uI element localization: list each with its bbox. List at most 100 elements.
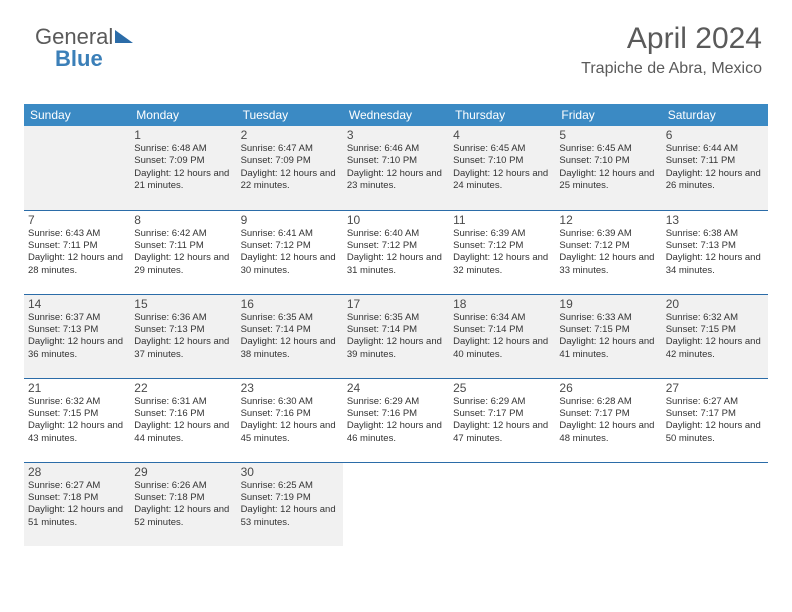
sunrise-text: Sunrise: 6:35 AM — [241, 312, 339, 324]
calendar-cell: 9Sunrise: 6:41 AMSunset: 7:12 PMDaylight… — [237, 210, 343, 294]
sunrise-text: Sunrise: 6:41 AM — [241, 228, 339, 240]
sunrise-text: Sunrise: 6:38 AM — [666, 228, 764, 240]
calendar-cell: 11Sunrise: 6:39 AMSunset: 7:12 PMDayligh… — [449, 210, 555, 294]
sunset-text: Sunset: 7:14 PM — [453, 324, 551, 336]
calendar-table: SundayMondayTuesdayWednesdayThursdayFrid… — [24, 104, 768, 546]
daylight-text: Daylight: 12 hours and 53 minutes. — [241, 504, 339, 529]
daylight-text: Daylight: 12 hours and 51 minutes. — [28, 504, 126, 529]
calendar-cell: 1Sunrise: 6:48 AMSunset: 7:09 PMDaylight… — [130, 126, 236, 210]
daylight-text: Daylight: 12 hours and 47 minutes. — [453, 420, 551, 445]
day-details: Sunrise: 6:25 AMSunset: 7:19 PMDaylight:… — [241, 480, 339, 529]
sunrise-text: Sunrise: 6:31 AM — [134, 396, 232, 408]
day-details: Sunrise: 6:32 AMSunset: 7:15 PMDaylight:… — [666, 312, 764, 361]
sunset-text: Sunset: 7:18 PM — [28, 492, 126, 504]
day-details: Sunrise: 6:27 AMSunset: 7:17 PMDaylight:… — [666, 396, 764, 445]
sunset-text: Sunset: 7:17 PM — [666, 408, 764, 420]
day-number: 5 — [559, 128, 657, 142]
sunset-text: Sunset: 7:17 PM — [453, 408, 551, 420]
sunset-text: Sunset: 7:14 PM — [241, 324, 339, 336]
calendar-cell: 27Sunrise: 6:27 AMSunset: 7:17 PMDayligh… — [662, 378, 768, 462]
day-number: 9 — [241, 213, 339, 227]
day-header: Thursday — [449, 104, 555, 126]
daylight-text: Daylight: 12 hours and 39 minutes. — [347, 336, 445, 361]
daylight-text: Daylight: 12 hours and 36 minutes. — [28, 336, 126, 361]
sunrise-text: Sunrise: 6:26 AM — [134, 480, 232, 492]
calendar-cell: 19Sunrise: 6:33 AMSunset: 7:15 PMDayligh… — [555, 294, 661, 378]
sunrise-text: Sunrise: 6:35 AM — [347, 312, 445, 324]
day-number: 13 — [666, 213, 764, 227]
daylight-text: Daylight: 12 hours and 43 minutes. — [28, 420, 126, 445]
calendar-cell: 28Sunrise: 6:27 AMSunset: 7:18 PMDayligh… — [24, 462, 130, 546]
sunrise-text: Sunrise: 6:46 AM — [347, 143, 445, 155]
calendar-cell — [24, 126, 130, 210]
day-details: Sunrise: 6:38 AMSunset: 7:13 PMDaylight:… — [666, 228, 764, 277]
sunrise-text: Sunrise: 6:34 AM — [453, 312, 551, 324]
sunset-text: Sunset: 7:16 PM — [347, 408, 445, 420]
daylight-text: Daylight: 12 hours and 22 minutes. — [241, 168, 339, 193]
daylight-text: Daylight: 12 hours and 40 minutes. — [453, 336, 551, 361]
sunrise-text: Sunrise: 6:48 AM — [134, 143, 232, 155]
calendar-cell: 13Sunrise: 6:38 AMSunset: 7:13 PMDayligh… — [662, 210, 768, 294]
day-number: 15 — [134, 297, 232, 311]
day-details: Sunrise: 6:42 AMSunset: 7:11 PMDaylight:… — [134, 228, 232, 277]
day-number: 22 — [134, 381, 232, 395]
day-header-row: SundayMondayTuesdayWednesdayThursdayFrid… — [24, 104, 768, 126]
day-number: 1 — [134, 128, 232, 142]
daylight-text: Daylight: 12 hours and 28 minutes. — [28, 252, 126, 277]
day-number: 2 — [241, 128, 339, 142]
sunset-text: Sunset: 7:12 PM — [241, 240, 339, 252]
sunset-text: Sunset: 7:18 PM — [134, 492, 232, 504]
daylight-text: Daylight: 12 hours and 52 minutes. — [134, 504, 232, 529]
sunset-text: Sunset: 7:10 PM — [453, 155, 551, 167]
day-header: Wednesday — [343, 104, 449, 126]
calendar-body: 1Sunrise: 6:48 AMSunset: 7:09 PMDaylight… — [24, 126, 768, 546]
day-details: Sunrise: 6:27 AMSunset: 7:18 PMDaylight:… — [28, 480, 126, 529]
calendar-cell — [555, 462, 661, 546]
sunrise-text: Sunrise: 6:30 AM — [241, 396, 339, 408]
sunrise-text: Sunrise: 6:39 AM — [453, 228, 551, 240]
calendar-cell: 29Sunrise: 6:26 AMSunset: 7:18 PMDayligh… — [130, 462, 236, 546]
sunset-text: Sunset: 7:09 PM — [241, 155, 339, 167]
sunset-text: Sunset: 7:17 PM — [559, 408, 657, 420]
day-details: Sunrise: 6:29 AMSunset: 7:16 PMDaylight:… — [347, 396, 445, 445]
daylight-text: Daylight: 12 hours and 50 minutes. — [666, 420, 764, 445]
sunrise-text: Sunrise: 6:44 AM — [666, 143, 764, 155]
calendar-cell: 7Sunrise: 6:43 AMSunset: 7:11 PMDaylight… — [24, 210, 130, 294]
calendar-cell: 20Sunrise: 6:32 AMSunset: 7:15 PMDayligh… — [662, 294, 768, 378]
sunset-text: Sunset: 7:16 PM — [241, 408, 339, 420]
location-text: Trapiche de Abra, Mexico — [581, 60, 762, 78]
day-details: Sunrise: 6:44 AMSunset: 7:11 PMDaylight:… — [666, 143, 764, 192]
sunset-text: Sunset: 7:11 PM — [666, 155, 764, 167]
day-number: 26 — [559, 381, 657, 395]
sunrise-text: Sunrise: 6:25 AM — [241, 480, 339, 492]
calendar-cell: 26Sunrise: 6:28 AMSunset: 7:17 PMDayligh… — [555, 378, 661, 462]
calendar-cell: 22Sunrise: 6:31 AMSunset: 7:16 PMDayligh… — [130, 378, 236, 462]
daylight-text: Daylight: 12 hours and 48 minutes. — [559, 420, 657, 445]
day-number: 10 — [347, 213, 445, 227]
day-number: 3 — [347, 128, 445, 142]
day-number: 20 — [666, 297, 764, 311]
day-details: Sunrise: 6:35 AMSunset: 7:14 PMDaylight:… — [241, 312, 339, 361]
daylight-text: Daylight: 12 hours and 26 minutes. — [666, 168, 764, 193]
daylight-text: Daylight: 12 hours and 45 minutes. — [241, 420, 339, 445]
sunset-text: Sunset: 7:10 PM — [347, 155, 445, 167]
sunset-text: Sunset: 7:12 PM — [347, 240, 445, 252]
calendar-cell: 3Sunrise: 6:46 AMSunset: 7:10 PMDaylight… — [343, 126, 449, 210]
sunset-text: Sunset: 7:09 PM — [134, 155, 232, 167]
day-header: Saturday — [662, 104, 768, 126]
day-number: 7 — [28, 213, 126, 227]
calendar-cell: 23Sunrise: 6:30 AMSunset: 7:16 PMDayligh… — [237, 378, 343, 462]
sunrise-text: Sunrise: 6:29 AM — [347, 396, 445, 408]
calendar-week: 14Sunrise: 6:37 AMSunset: 7:13 PMDayligh… — [24, 294, 768, 378]
sunset-text: Sunset: 7:11 PM — [134, 240, 232, 252]
daylight-text: Daylight: 12 hours and 46 minutes. — [347, 420, 445, 445]
day-header: Monday — [130, 104, 236, 126]
day-details: Sunrise: 6:41 AMSunset: 7:12 PMDaylight:… — [241, 228, 339, 277]
day-details: Sunrise: 6:32 AMSunset: 7:15 PMDaylight:… — [28, 396, 126, 445]
calendar-cell: 4Sunrise: 6:45 AMSunset: 7:10 PMDaylight… — [449, 126, 555, 210]
daylight-text: Daylight: 12 hours and 33 minutes. — [559, 252, 657, 277]
day-number: 8 — [134, 213, 232, 227]
sunrise-text: Sunrise: 6:33 AM — [559, 312, 657, 324]
calendar-week: 28Sunrise: 6:27 AMSunset: 7:18 PMDayligh… — [24, 462, 768, 546]
sunset-text: Sunset: 7:15 PM — [28, 408, 126, 420]
